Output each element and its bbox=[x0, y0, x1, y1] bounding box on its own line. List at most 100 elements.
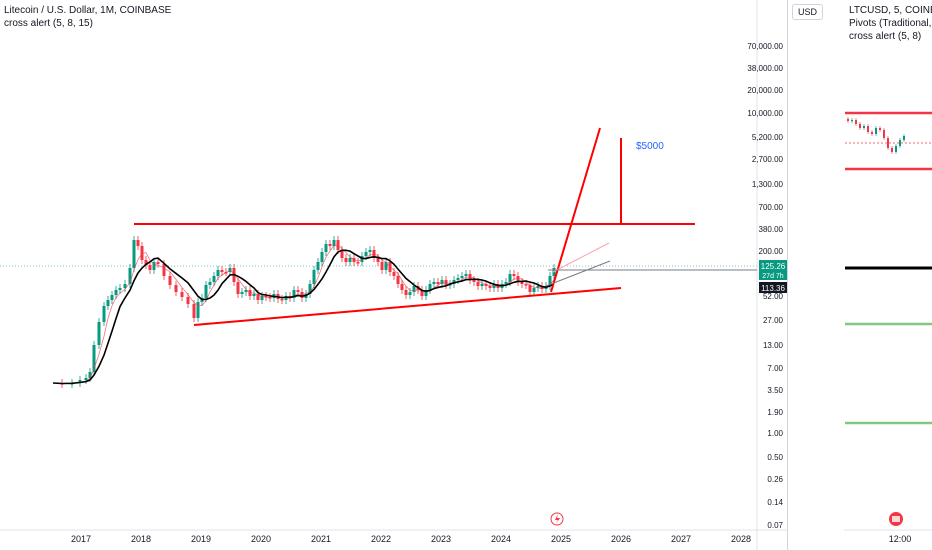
price-scale-label: 0.26 bbox=[767, 475, 783, 484]
side-candle bbox=[903, 136, 905, 140]
candle bbox=[216, 270, 220, 276]
candle bbox=[524, 284, 528, 286]
candle bbox=[356, 262, 360, 264]
price-chart[interactable]: $5000 70,000.00 38,000.00 20,000.00 10,000.… bbox=[0, 0, 787, 550]
side-candle bbox=[883, 130, 885, 138]
side-indicator-cross[interactable]: cross alert (5, 8) bbox=[849, 31, 922, 42]
candle bbox=[162, 264, 166, 276]
candle bbox=[320, 252, 324, 262]
price-scale-label: 0.14 bbox=[767, 498, 783, 507]
candle bbox=[412, 286, 416, 292]
candle bbox=[540, 286, 544, 289]
currency-button[interactable]: USD bbox=[792, 4, 824, 20]
candle bbox=[384, 262, 388, 270]
symbol-title[interactable]: Litecoin / U.S. Dollar, 1M, COINBASE bbox=[4, 5, 172, 16]
candle bbox=[260, 296, 264, 300]
candle bbox=[296, 290, 300, 292]
candle bbox=[256, 294, 260, 300]
candle bbox=[376, 258, 380, 262]
candle bbox=[508, 274, 512, 282]
candle bbox=[300, 292, 304, 298]
candle bbox=[284, 296, 288, 300]
candle bbox=[180, 292, 184, 297]
indicator-legend[interactable]: cross alert (5, 8, 15) bbox=[4, 18, 93, 29]
time-axis-label: 2028 bbox=[731, 534, 751, 544]
price-scale-label: 380.00 bbox=[759, 225, 784, 234]
secondary-chart-pane[interactable]: USD LTCUSD, 5, COINBASE Pivots (Traditio… bbox=[788, 0, 932, 550]
price-scale-label: 1.00 bbox=[767, 429, 783, 438]
time-axis-label: 2027 bbox=[671, 534, 691, 544]
candle bbox=[432, 282, 436, 284]
angle-line-gray[interactable] bbox=[545, 260, 611, 287]
side-symbol-title[interactable]: LTCUSD, 5, COINBASE bbox=[849, 5, 932, 16]
candle bbox=[97, 322, 101, 345]
target-label[interactable]: $5000 bbox=[636, 141, 664, 152]
candle bbox=[512, 274, 516, 276]
side-candle bbox=[887, 138, 889, 148]
candle bbox=[192, 304, 196, 318]
candle bbox=[168, 276, 172, 285]
side-chart[interactable]: 12:00 bbox=[788, 0, 932, 550]
candle bbox=[456, 278, 460, 280]
candle bbox=[340, 250, 344, 258]
candle bbox=[504, 282, 508, 284]
side-candle bbox=[855, 120, 857, 124]
candle bbox=[548, 276, 552, 286]
candle bbox=[420, 290, 424, 296]
time-axis[interactable]: 2017 2018 2019 2020 2021 2022 2023 2024 2025 2026… bbox=[71, 534, 751, 544]
price-scale-label: 38,000.00 bbox=[747, 64, 783, 73]
candle bbox=[84, 378, 88, 380]
last-price-value: 125.26 bbox=[761, 262, 786, 271]
side-legend: LTCUSD, 5, COINBASE Pivots (Traditional,… bbox=[849, 4, 932, 43]
candle bbox=[396, 276, 400, 284]
projection-line[interactable] bbox=[550, 127, 601, 293]
side-candle bbox=[899, 140, 901, 146]
candle bbox=[212, 276, 216, 282]
candle bbox=[472, 280, 476, 282]
angle-line-light[interactable] bbox=[552, 242, 610, 273]
support-line[interactable] bbox=[193, 287, 622, 326]
time-axis-label: 2025 bbox=[551, 534, 571, 544]
candle bbox=[516, 276, 520, 282]
candle bbox=[400, 284, 404, 290]
candle bbox=[136, 240, 140, 246]
candle bbox=[344, 258, 348, 262]
time-axis-label: 2023 bbox=[431, 534, 451, 544]
price-scale-label: 3.50 bbox=[767, 386, 783, 395]
time-axis-label: 2018 bbox=[131, 534, 151, 544]
main-chart-pane[interactable]: Litecoin / U.S. Dollar, 1M, COINBASE cro… bbox=[0, 0, 787, 550]
candle bbox=[424, 290, 428, 296]
price-scale[interactable]: 70,000.00 38,000.00 20,000.00 10,000.00 5,20… bbox=[747, 42, 783, 530]
candle bbox=[532, 288, 536, 292]
candle bbox=[364, 252, 368, 256]
chart-legend: Litecoin / U.S. Dollar, 1M, COINBASE cro… bbox=[4, 4, 171, 30]
side-candle bbox=[863, 126, 865, 128]
candle bbox=[208, 282, 212, 285]
time-axis-label: 2022 bbox=[371, 534, 391, 544]
side-indicator-pivots[interactable]: Pivots (Traditional, Mo bbox=[849, 18, 932, 29]
candle bbox=[106, 300, 110, 306]
price-scale-label: 1,300.00 bbox=[752, 180, 784, 189]
pane-divider[interactable] bbox=[787, 0, 788, 550]
candle bbox=[292, 290, 296, 298]
candle bbox=[110, 295, 114, 300]
price-scale-label: 5,200.00 bbox=[752, 133, 784, 142]
candle bbox=[488, 286, 492, 288]
time-axis-label: 2026 bbox=[611, 534, 631, 544]
candle bbox=[152, 262, 156, 270]
price-scale-label: 2,700.00 bbox=[752, 155, 784, 164]
candle bbox=[316, 262, 320, 270]
candle bbox=[236, 282, 240, 294]
candle bbox=[156, 262, 160, 264]
candle bbox=[492, 284, 496, 288]
countdown-value: 27d 7h bbox=[762, 273, 784, 280]
candle bbox=[78, 380, 82, 383]
candle bbox=[118, 288, 122, 290]
candle bbox=[252, 294, 256, 296]
slow-ma-line bbox=[52, 249, 555, 385]
candle bbox=[464, 274, 468, 276]
candle bbox=[332, 240, 336, 246]
candle bbox=[536, 286, 540, 288]
candle bbox=[140, 246, 144, 260]
candle bbox=[440, 280, 444, 284]
